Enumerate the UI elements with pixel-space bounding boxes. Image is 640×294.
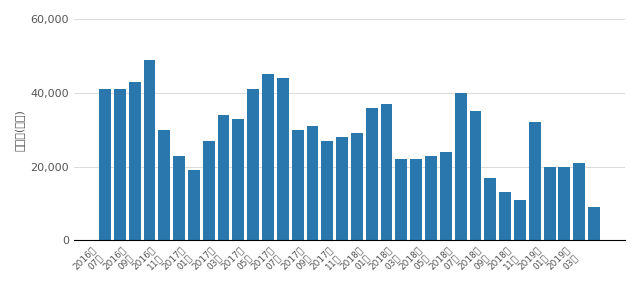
Bar <box>99 89 111 240</box>
Bar <box>543 167 556 240</box>
Bar <box>381 104 392 240</box>
Bar <box>277 78 289 240</box>
Bar <box>218 115 230 240</box>
Bar <box>559 167 570 240</box>
Bar <box>514 200 526 240</box>
Bar <box>470 111 481 240</box>
Bar <box>410 159 422 240</box>
Bar <box>440 152 452 240</box>
Bar <box>321 141 333 240</box>
Bar <box>247 89 259 240</box>
Bar <box>203 141 214 240</box>
Bar <box>262 74 274 240</box>
Bar <box>143 60 156 240</box>
Bar <box>455 93 467 240</box>
Bar <box>307 126 319 240</box>
Bar <box>173 156 185 240</box>
Bar <box>425 156 437 240</box>
Bar <box>484 178 496 240</box>
Bar <box>366 108 378 240</box>
Bar <box>351 133 363 240</box>
Bar <box>188 170 200 240</box>
Bar <box>529 122 541 240</box>
Bar <box>573 163 585 240</box>
Bar <box>129 82 141 240</box>
Bar <box>336 137 348 240</box>
Bar <box>158 130 170 240</box>
Bar <box>396 159 407 240</box>
Bar <box>114 89 125 240</box>
Bar <box>292 130 303 240</box>
Y-axis label: 거래량(건수): 거래량(건수) <box>15 109 25 151</box>
Bar <box>588 207 600 240</box>
Bar <box>499 193 511 240</box>
Bar <box>232 119 244 240</box>
